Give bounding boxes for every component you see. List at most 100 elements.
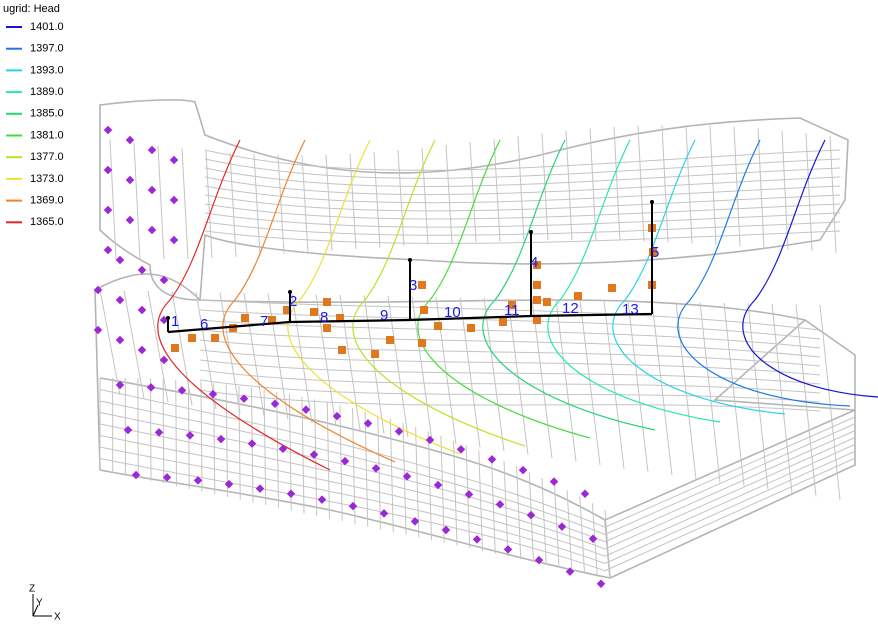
mesh-line	[204, 230, 841, 244]
square-point	[434, 322, 442, 330]
diamond-point	[103, 245, 113, 255]
mesh-line	[253, 153, 261, 256]
mesh-line	[301, 154, 309, 253]
diamond-point	[137, 345, 147, 355]
diamond-point	[169, 195, 179, 205]
square-point	[188, 334, 196, 342]
well-label: 5	[651, 244, 659, 261]
upper-layer-outline	[99, 99, 849, 301]
well-label: 13	[622, 301, 639, 318]
diamond-point	[131, 470, 141, 480]
square-point	[310, 308, 318, 316]
square-point	[499, 318, 507, 326]
well-label: 3	[409, 277, 417, 294]
well-label: 9	[380, 307, 388, 324]
mesh-line	[373, 152, 381, 248]
mesh-line	[339, 405, 343, 522]
mesh-line	[199, 299, 821, 331]
diamond-point	[317, 495, 327, 504]
diamond-point	[588, 534, 598, 543]
diamond-point	[115, 295, 125, 305]
contours	[157, 139, 878, 471]
diamond-point	[93, 325, 103, 335]
square-point	[467, 324, 475, 332]
well-top	[288, 290, 292, 294]
diamond-point	[394, 427, 404, 436]
mesh-line	[709, 125, 717, 245]
square-point	[508, 301, 516, 309]
mesh-line	[637, 125, 645, 242]
mesh-line	[604, 457, 856, 572]
mesh-line	[613, 126, 621, 241]
well-label: 12	[562, 300, 579, 317]
diamond-point	[147, 225, 157, 235]
mesh-line	[604, 437, 856, 550]
diamond-point	[534, 555, 544, 565]
diamond-point	[495, 500, 505, 509]
mesh-line	[723, 302, 745, 487]
mesh-line	[326, 402, 330, 519]
diamond-point	[146, 383, 156, 392]
mesh-line	[733, 126, 741, 247]
mesh-line	[123, 290, 145, 399]
mesh-line	[325, 154, 333, 251]
diamond-point	[154, 428, 164, 437]
mesh-line	[661, 125, 669, 243]
square-point	[574, 292, 582, 300]
diamond-point	[193, 476, 203, 485]
diamond-point	[557, 522, 567, 531]
diamond-point	[348, 501, 358, 511]
well-sticks	[166, 200, 654, 332]
contour-line	[547, 139, 721, 423]
mesh-line	[204, 194, 841, 212]
mesh-line	[829, 135, 837, 253]
well-label: 4	[530, 254, 538, 271]
square-point	[608, 284, 616, 292]
square-point	[229, 324, 237, 332]
mesh-line	[150, 378, 152, 481]
mesh-line	[604, 509, 611, 579]
diamond-point	[216, 434, 226, 444]
diamond-point	[123, 425, 133, 435]
mesh-line	[204, 212, 841, 228]
legend-title: ugrid: Head	[3, 3, 60, 15]
square-point	[543, 298, 551, 306]
mesh-line	[541, 477, 547, 565]
legend-label: 1377.0	[30, 151, 64, 163]
mesh-line	[199, 349, 821, 376]
square-point	[338, 346, 346, 354]
mesh-line	[531, 298, 553, 459]
mesh-line	[200, 381, 203, 492]
mesh-line	[162, 378, 165, 484]
square-point	[533, 281, 541, 289]
legend-label: 1389.0	[30, 86, 64, 98]
diamond-point	[379, 509, 389, 518]
mesh-line	[229, 152, 237, 257]
mesh-line	[315, 294, 337, 427]
square-point	[171, 344, 179, 352]
contour-line	[287, 139, 461, 455]
square-point	[241, 314, 249, 322]
mesh-line	[397, 150, 405, 246]
axis-triad: Z Y X	[29, 584, 61, 623]
mesh-line	[589, 128, 597, 241]
diamond-point	[526, 510, 536, 520]
mesh-line	[604, 443, 856, 557]
diamond-point	[580, 489, 590, 498]
diamond-point	[93, 285, 103, 295]
mesh-line	[604, 423, 856, 535]
mesh-line	[364, 411, 369, 527]
well-label: 8	[320, 309, 328, 326]
diamond-point	[363, 419, 373, 428]
mesh-line	[199, 319, 821, 349]
diamond-point	[137, 265, 147, 275]
mesh	[94, 99, 856, 579]
mesh-line	[181, 148, 189, 259]
mesh-line	[757, 128, 765, 248]
diamond-point	[278, 444, 288, 453]
mesh-line	[199, 379, 821, 403]
diamond-point	[433, 480, 443, 490]
mesh-line	[204, 176, 841, 196]
diamond-point	[332, 411, 342, 421]
